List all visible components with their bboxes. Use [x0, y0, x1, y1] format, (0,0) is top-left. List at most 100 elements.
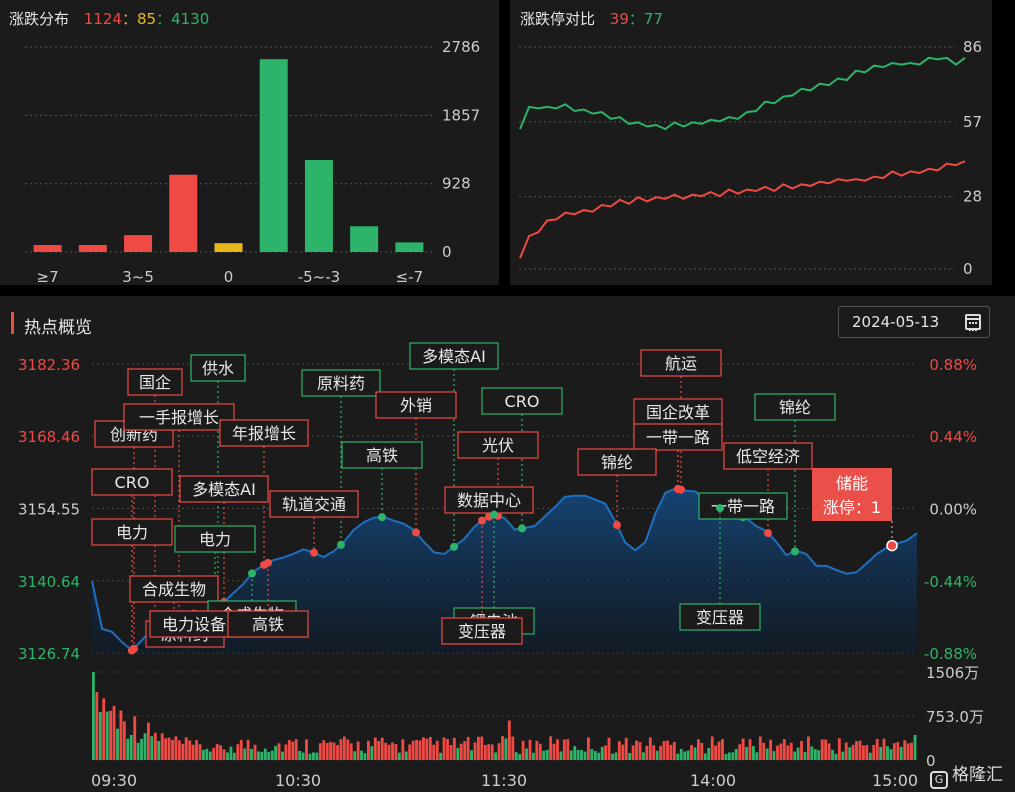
- volume-bar: [312, 752, 315, 760]
- volume-bar: [817, 750, 821, 760]
- volume-bar: [164, 738, 168, 760]
- volume-bar: [116, 728, 119, 760]
- volume-bar: [903, 740, 907, 760]
- volume-bar: [463, 741, 467, 760]
- distribution-panel: 涨跌分布 1124：85：4130 2786 1857 928 0 ≥7 3~5 0 -5~-…: [0, 0, 499, 285]
- volume-bar: [373, 737, 377, 760]
- volume-bar: [834, 753, 838, 760]
- volume-bar: [669, 744, 673, 760]
- volume-bar: [913, 735, 917, 760]
- volume-bar: [494, 752, 498, 760]
- limit-ratio-line-chart: 86 57 28 0: [519, 38, 982, 278]
- topic-label: 供水: [202, 359, 234, 378]
- topic-label: 光伏: [482, 436, 514, 455]
- topic-label-box: [633, 398, 723, 426]
- volume-bar: [611, 753, 614, 760]
- volume-bar: [721, 739, 724, 760]
- volume-bar: [642, 752, 645, 760]
- volume-bar: [274, 746, 278, 760]
- volume-bar: [191, 744, 195, 760]
- bar: [78, 245, 107, 252]
- volume-bar: [559, 751, 563, 760]
- volume-bar: [439, 752, 443, 760]
- volume-bar: [858, 740, 862, 760]
- volume-bar: [133, 716, 137, 760]
- volume-bar: [188, 740, 192, 760]
- volume-bar: [391, 742, 394, 760]
- volume-bar: [532, 752, 535, 760]
- x-tick-label: 09:30: [91, 771, 137, 790]
- volume-bar: [628, 753, 632, 760]
- x-tick-label: 10:30: [275, 771, 321, 790]
- limit-up-label: 涨停：: [823, 498, 871, 517]
- volume-bar: [638, 742, 642, 760]
- volume-bar: [679, 749, 683, 760]
- volume-bar: [562, 739, 566, 760]
- volume-bar: [308, 753, 312, 760]
- date-picker[interactable]: 2024-05-13: [838, 306, 990, 338]
- volume-bar: [583, 751, 587, 760]
- volume-bar: [435, 740, 439, 760]
- volume-bar: [851, 744, 855, 760]
- sep: ：: [121, 10, 137, 28]
- volume-bar: [95, 692, 99, 760]
- x-tick-label: ≥7: [37, 268, 59, 285]
- volume-bar: [267, 751, 271, 760]
- vol-tick-label: 1506万: [926, 664, 979, 682]
- volume-bar: [803, 752, 807, 760]
- volume-bar: [889, 749, 893, 760]
- volume-bar: [734, 749, 738, 760]
- volume-bar: [332, 742, 336, 760]
- volume-bar: [150, 736, 154, 760]
- topic-dot: [764, 529, 772, 538]
- volume-bar: [446, 739, 449, 760]
- topic-label-box: [441, 617, 523, 645]
- volume-bar: [122, 721, 126, 760]
- topic-label: 多模态AI: [192, 480, 256, 499]
- topic-label: 变压器: [458, 622, 506, 641]
- volume-bar: [380, 737, 384, 760]
- volume-bar: [868, 752, 872, 760]
- volume-bar: [277, 743, 281, 760]
- volume-bar: [470, 750, 473, 760]
- x-tick-label: 15:00: [872, 771, 918, 790]
- x-tick-label: 0: [224, 268, 234, 285]
- volume-bar: [820, 739, 824, 760]
- volume-bar: [824, 739, 828, 760]
- volume-bar: [576, 749, 580, 760]
- volume-bar: [841, 751, 845, 760]
- vol-tick-label: 0: [926, 752, 936, 770]
- volume-bar: [112, 705, 116, 760]
- volume-bar: [363, 753, 367, 760]
- topic-label: CRO: [115, 473, 150, 492]
- watermark-text: 格隆汇: [952, 765, 1003, 785]
- topic-label: 电力设备: [162, 615, 226, 634]
- bar: [33, 245, 62, 252]
- volume-bar: [796, 747, 800, 760]
- volume-bar: [717, 741, 721, 760]
- calendar-icon[interactable]: [965, 314, 981, 331]
- volume-bar: [219, 745, 223, 760]
- volume-bar: [590, 749, 594, 760]
- volume-bar: [683, 751, 687, 760]
- volume-bar: [195, 740, 198, 760]
- volume-bar: [284, 744, 288, 760]
- topic-label: 高铁: [252, 615, 284, 634]
- volume-bar: [353, 751, 357, 760]
- volume-bar: [810, 746, 814, 760]
- volume-bar: [394, 744, 398, 760]
- topic-dot: [490, 510, 498, 519]
- volume-bar: [432, 744, 436, 760]
- volume-bar: [339, 739, 343, 760]
- distribution-bar-chart: 2786 1857 928 0 ≥7 3~5 0 -5~-3 ≤-7: [25, 38, 480, 285]
- volume-bar: [356, 741, 360, 760]
- volume-bar: [336, 745, 339, 760]
- volume-bar: [198, 744, 202, 760]
- volume-bar: [600, 746, 604, 760]
- topic-label: 原料药: [317, 374, 365, 393]
- bar: [214, 243, 243, 252]
- volume-bar: [415, 739, 418, 760]
- volume-bar: [779, 743, 783, 760]
- volume-bar: [521, 740, 525, 760]
- volume-bar: [105, 711, 109, 760]
